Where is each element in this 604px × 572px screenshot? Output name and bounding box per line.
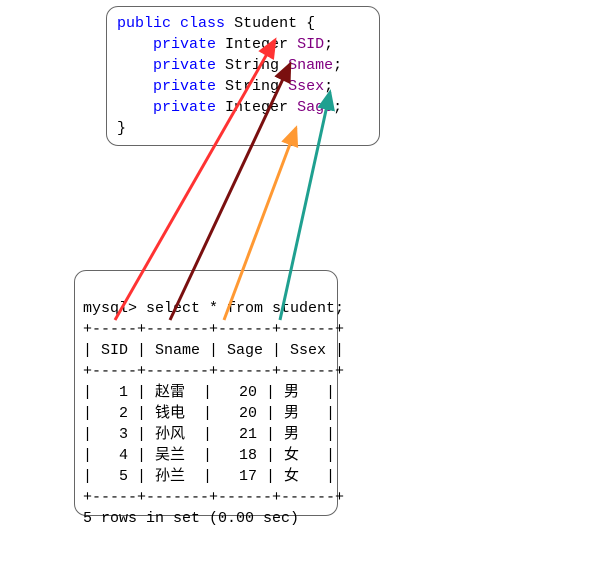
type-integer: Integer (225, 99, 288, 116)
keyword-private: private (153, 99, 216, 116)
java-line-5: private Integer Sage; (117, 97, 369, 118)
semicolon: ; (333, 99, 342, 116)
mysql-row: | 1 | 赵雷 | 20 | 男 | (83, 384, 335, 401)
mysql-row: | 4 | 吴兰 | 18 | 女 | (83, 447, 335, 464)
field-sid: SID (297, 36, 324, 53)
java-line-6: } (117, 118, 369, 139)
mysql-footer: 5 rows in set (0.00 sec) (83, 510, 299, 527)
keyword-public: public (117, 15, 171, 32)
close-brace: } (117, 120, 126, 137)
mysql-sep-line: +-----+-------+------+------+ (83, 489, 344, 506)
mysql-row: | 2 | 钱电 | 20 | 男 | (83, 405, 335, 422)
class-name: Student (234, 15, 297, 32)
semicolon: ; (324, 78, 333, 95)
field-sage: Sage (297, 99, 333, 116)
mysql-row: | 3 | 孙风 | 21 | 男 | (83, 426, 335, 443)
java-class-box: public class Student { private Integer S… (106, 6, 380, 146)
type-string: String (225, 78, 279, 95)
mysql-prompt-line: mysql> select * from student; (83, 300, 344, 317)
keyword-private: private (153, 57, 216, 74)
keyword-private: private (153, 36, 216, 53)
mysql-sep-line: +-----+-------+------+------+ (83, 363, 344, 380)
semicolon: ; (333, 57, 342, 74)
semicolon: ; (324, 36, 333, 53)
java-line-4: private String Ssex; (117, 76, 369, 97)
type-integer: Integer (225, 36, 288, 53)
type-string: String (225, 57, 279, 74)
keyword-class: class (180, 15, 225, 32)
mysql-row: | 5 | 孙兰 | 17 | 女 | (83, 468, 335, 485)
mysql-output-box: mysql> select * from student; +-----+---… (74, 270, 338, 516)
java-line-1: public class Student { (117, 13, 369, 34)
mysql-header-line: | SID | Sname | Sage | Ssex | (83, 342, 344, 359)
field-ssex: Ssex (288, 78, 324, 95)
mysql-sep-line: +-----+-------+------+------+ (83, 321, 344, 338)
keyword-private: private (153, 78, 216, 95)
open-brace: { (306, 15, 315, 32)
field-sname: Sname (288, 57, 333, 74)
java-line-2: private Integer SID; (117, 34, 369, 55)
java-line-3: private String Sname; (117, 55, 369, 76)
